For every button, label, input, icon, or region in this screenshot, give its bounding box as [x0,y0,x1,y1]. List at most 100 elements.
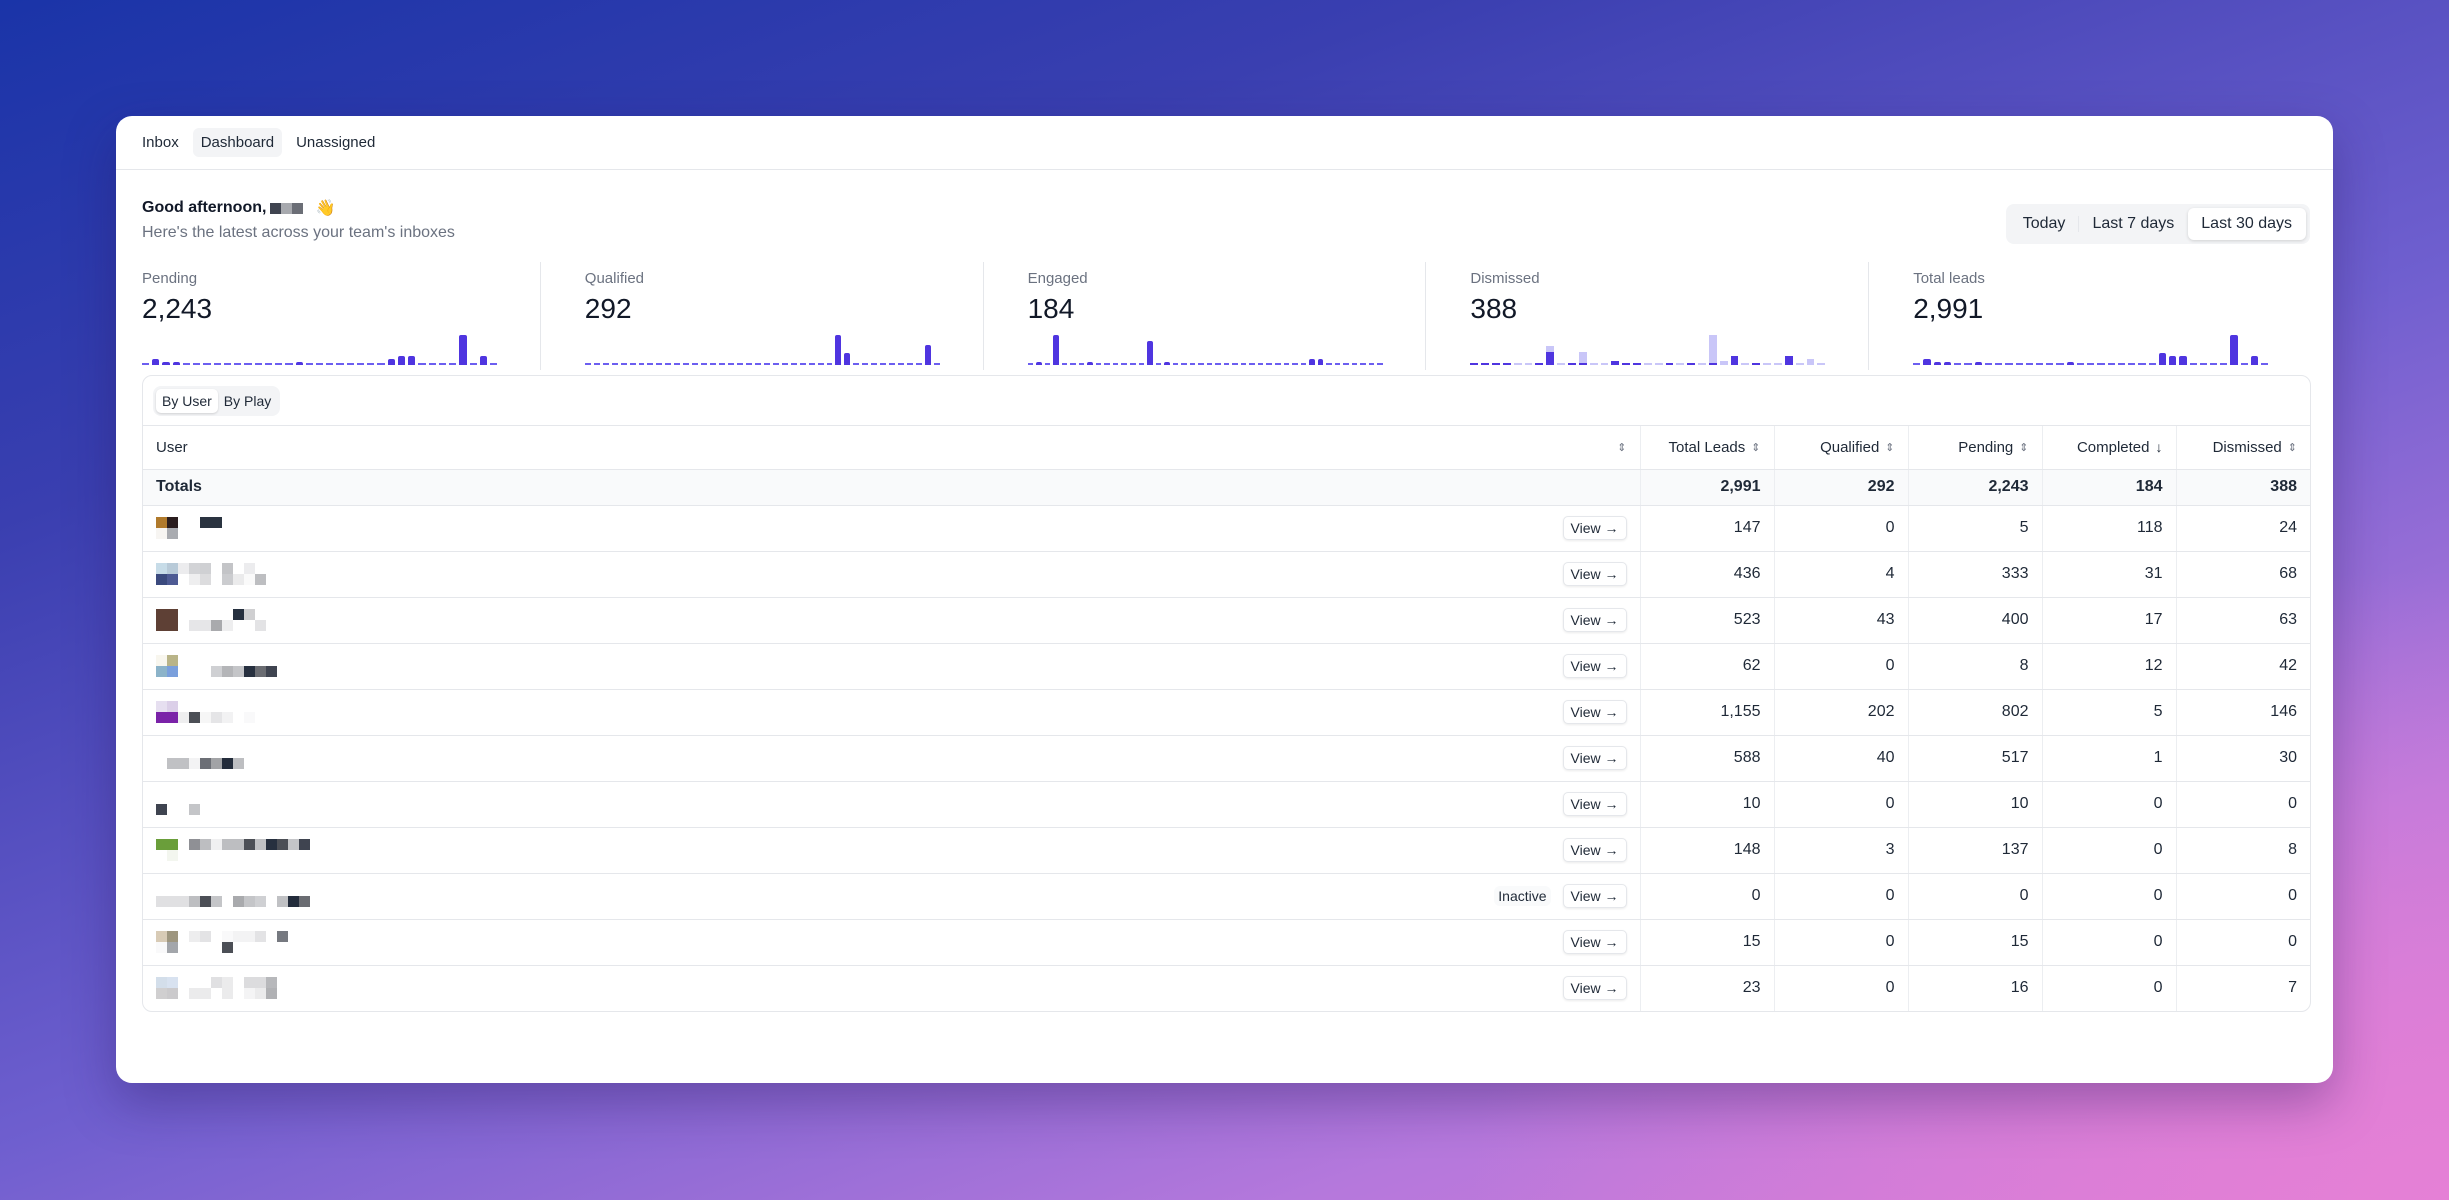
spark-bar [254,363,262,365]
cell-completed: 31 [2041,551,2176,598]
view-user-button[interactable]: View → [1562,608,1627,632]
spark-bar [898,363,905,365]
spark-bar [584,363,591,365]
user-cell: View → [143,643,1640,690]
tab-inbox[interactable]: Inbox [142,134,179,151]
spark-bar [925,345,931,365]
spark-bar [1351,363,1358,365]
tab-unassigned[interactable]: Unassigned [296,134,376,151]
spark-bar [674,363,681,365]
view-user-button[interactable]: View → [1562,700,1627,724]
stat-dismissed: Dismissed 388 [1425,262,1868,370]
spark-bar [1665,362,1674,365]
col-header-completed[interactable]: Completed ↓ [2041,426,2176,470]
spark-bar [387,359,395,365]
spark-bar [193,363,201,365]
range-today-button[interactable]: Today [2010,208,2080,240]
spark-bar [1053,335,1059,365]
spark-bar [1104,363,1110,365]
spark-bar [1643,363,1652,365]
view-user-button[interactable]: View → [1562,930,1627,954]
totals-qualified: 292 [1773,469,1908,506]
spark-bar [459,335,467,365]
user-cell: View → [143,689,1640,736]
spark-bar [1933,362,1941,365]
cell-dismissed: 0 [2175,919,2310,966]
col-header-total-leads[interactable]: Total Leads ⇕ [1639,426,1774,470]
spark-bar [683,363,690,365]
spark-bar [1309,359,1315,365]
leads-table: User ⇕ Total Leads ⇕ Qualified ⇕ Pending ⇕ C… [143,426,2310,1011]
spark-bar [1708,335,1717,365]
by-play-toggle[interactable]: By Play [223,392,272,409]
spark-bar [152,359,160,365]
spark-bar [2261,363,2269,365]
view-user-button[interactable]: View → [1562,976,1627,1001]
cell-total-leads: 15 [1639,919,1774,966]
app-window: Inbox Dashboard Unassigned Good afternoo… [116,116,2333,1083]
spark-bar [1223,363,1230,365]
spark-bar [397,356,406,365]
spark-bar [2036,363,2044,365]
user-cell: View → [143,781,1640,828]
spark-bar [1913,363,1921,365]
spark-bar [1923,359,1931,365]
spark-bar [2128,363,2136,365]
spark-bar [2097,363,2105,365]
cell-dismissed: 42 [2175,643,2310,690]
cell-qualified: 3 [1773,827,1908,874]
wave-icon: 👋 [315,200,336,217]
by-user-toggle[interactable]: By User [156,388,218,413]
tab-dashboard[interactable]: Dashboard [192,128,283,157]
spark-bar [2117,363,2126,365]
spark-bar [203,363,211,365]
col-label: User [156,438,188,456]
spark-bar [1943,362,1952,365]
redacted-user-name [156,793,310,815]
sort-icon: ⇕ [2287,441,2297,454]
view-user-button[interactable]: View → [1562,654,1627,678]
spark-bar [142,363,150,365]
spark-bar [223,363,232,365]
spark-bar [1633,362,1641,365]
cell-completed: 0 [2041,965,2176,1011]
user-cell: View → [143,597,1640,644]
spark-bar [2005,363,2013,365]
spark-bar [2107,363,2115,365]
user-cell: View → [143,827,1640,874]
spark-bar [1817,363,1826,365]
sort-desc-icon: ↓ [2155,439,2163,456]
table-row: View → 147 0 5 118 24 [143,505,2310,552]
view-user-button[interactable]: View → [1562,516,1627,540]
spark-bar [356,363,365,365]
spark-bar [234,363,242,365]
view-user-button[interactable]: View → [1562,884,1627,908]
spark-bar [1492,362,1500,365]
spark-bar [835,335,842,365]
table-row: View → 23 0 16 0 7 [143,965,2310,1011]
view-user-button[interactable]: View → [1562,792,1627,816]
spark-bar [336,363,344,365]
spark-bar [620,363,627,365]
view-user-button[interactable]: View → [1562,838,1627,862]
view-user-button[interactable]: View → [1562,562,1627,586]
col-header-user[interactable]: User ⇕ [143,426,1640,470]
cell-qualified: 0 [1773,781,1908,828]
spark-bar [1368,363,1375,365]
cell-total-leads: 147 [1639,505,1774,552]
spark-bar [1954,363,1962,365]
range-7-days-button[interactable]: Last 7 days [2092,215,2175,232]
spark-bar [1334,363,1341,365]
spark-bar [1087,362,1093,365]
stat-label: Total leads [1913,270,1985,287]
cell-total-leads: 148 [1639,827,1774,874]
spark-bar [2046,363,2054,365]
col-header-dismissed[interactable]: Dismissed ⇕ [2175,426,2310,470]
spark-bar [2056,363,2064,365]
table-row: Inactive View → 0 0 0 0 0 [143,873,2310,920]
col-header-pending[interactable]: Pending ⇕ [1907,426,2042,470]
range-30-days-button[interactable]: Last 30 days [2188,208,2306,240]
view-user-button[interactable]: View → [1562,746,1627,770]
col-header-qualified[interactable]: Qualified ⇕ [1773,426,1908,470]
date-range-selector: Today Last 7 days Last 30 days [2005,204,2310,244]
